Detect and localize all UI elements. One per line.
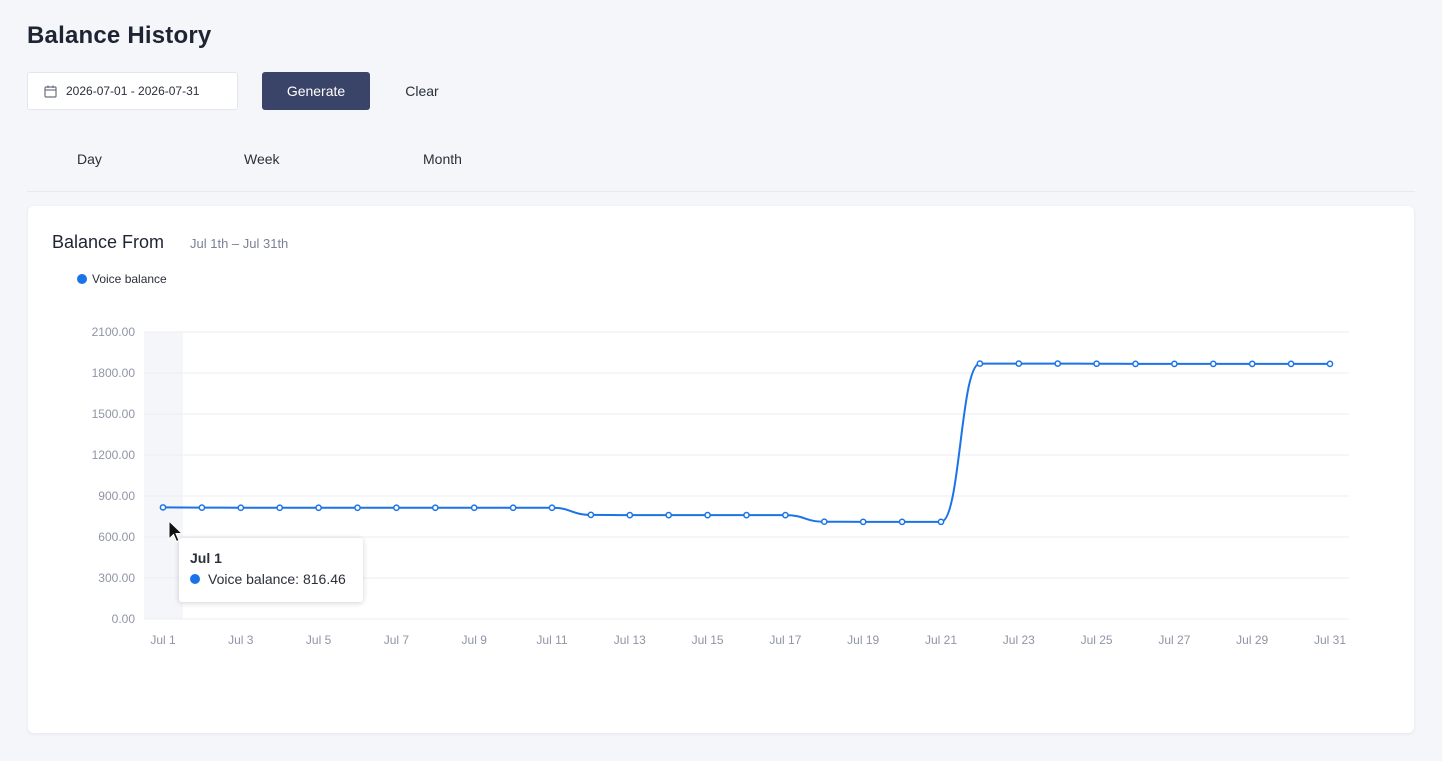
x-tick-label: Jul 5: [306, 633, 332, 647]
tab-week[interactable]: Week: [244, 151, 280, 167]
legend-label: Voice balance: [92, 272, 167, 286]
x-tick-label: Jul 1: [150, 633, 176, 647]
data-point: [276, 504, 284, 512]
mouse-cursor-icon: [168, 520, 184, 543]
data-point: [1209, 360, 1217, 368]
x-tick-label: Jul 19: [847, 633, 879, 647]
data-point: [587, 511, 595, 519]
date-range-value: 2026-07-01 - 2026-07-31: [66, 84, 200, 98]
data-point: [159, 504, 167, 511]
x-tick-label: Jul 25: [1081, 633, 1113, 647]
y-tick-label: 2100.00: [92, 325, 136, 339]
data-point: [820, 518, 828, 526]
data-point: [354, 504, 361, 512]
date-range-picker[interactable]: 2026-07-01 - 2026-07-31: [27, 72, 238, 110]
y-tick-label: 0.00: [112, 612, 136, 626]
balance-chart-card: Balance From Jul 1th – Jul 31th Voice ba…: [28, 206, 1414, 733]
x-tick-label: Jul 29: [1236, 633, 1268, 647]
chart-legend[interactable]: Voice balance: [77, 272, 167, 286]
x-tick-label: Jul 7: [384, 633, 410, 647]
y-tick-label: 1200.00: [92, 448, 136, 462]
x-tick-label: Jul 9: [462, 633, 488, 647]
data-point: [1171, 360, 1178, 368]
data-point: [237, 504, 245, 512]
data-point: [470, 504, 478, 512]
x-tick-label: Jul 3: [228, 633, 254, 647]
period-tabs: Day Week Month: [27, 140, 1415, 192]
data-point: [198, 504, 206, 511]
y-tick-label: 600.00: [98, 530, 135, 544]
x-tick-label: Jul 27: [1158, 633, 1190, 647]
tooltip-dot-icon: [190, 574, 200, 584]
data-point: [782, 511, 789, 519]
x-tick-label: Jul 31: [1314, 633, 1346, 647]
x-tick-label: Jul 15: [692, 633, 724, 647]
data-point: [1287, 360, 1295, 368]
x-tick-label: Jul 13: [614, 633, 646, 647]
data-point: [1326, 360, 1334, 368]
chart-title: Balance From: [52, 232, 165, 252]
series-line-voice-balance: [162, 362, 1330, 523]
clear-button[interactable]: Clear: [384, 72, 460, 110]
data-point: [704, 511, 711, 519]
page-title: Balance History: [27, 22, 212, 49]
y-tick-label: 900.00: [98, 489, 135, 503]
tooltip-title: Jul 1: [190, 550, 222, 566]
data-point: [1132, 360, 1139, 368]
x-tick-label: Jul 23: [1003, 633, 1035, 647]
tab-day[interactable]: Day: [77, 151, 102, 167]
generate-button[interactable]: Generate: [262, 72, 370, 110]
data-point: [1015, 360, 1023, 367]
y-tick-label: 300.00: [98, 571, 135, 585]
calendar-icon: [44, 85, 57, 98]
data-point: [1054, 360, 1062, 367]
y-tick-label: 1500.00: [92, 407, 136, 421]
x-tick-label: Jul 21: [925, 633, 957, 647]
data-point: [626, 511, 634, 519]
data-point: [937, 518, 945, 526]
legend-dot-icon: [77, 274, 87, 284]
x-tick-label: Jul 17: [769, 633, 801, 647]
data-point: [1093, 360, 1100, 368]
chart-tooltip: Jul 1 Voice balance: 816.46: [179, 538, 363, 602]
toolbar: 2026-07-01 - 2026-07-31 Generate Clear: [27, 72, 460, 110]
tab-month[interactable]: Month: [423, 151, 462, 167]
tooltip-row: Voice balance: 816.46: [190, 571, 352, 587]
data-point: [859, 518, 867, 526]
data-point: [431, 504, 439, 512]
tooltip-value: Voice balance: 816.46: [208, 571, 346, 587]
data-point: [509, 504, 517, 512]
data-point: [743, 511, 750, 519]
data-point: [898, 518, 906, 526]
data-point: [665, 511, 673, 519]
data-point: [393, 504, 400, 512]
data-point: [976, 360, 984, 367]
data-point: [315, 504, 322, 512]
balance-line-chart[interactable]: 0.00 300.00 600.00 900.00 1200.00 1500.00 1800…: [28, 206, 1414, 733]
hover-band: [144, 332, 183, 619]
data-point: [548, 504, 556, 512]
data-point: [1248, 360, 1256, 368]
chart-subtitle: Jul 1th – Jul 31th: [190, 236, 289, 251]
x-tick-label: Jul 11: [536, 633, 567, 647]
y-tick-label: 1800.00: [92, 366, 136, 380]
